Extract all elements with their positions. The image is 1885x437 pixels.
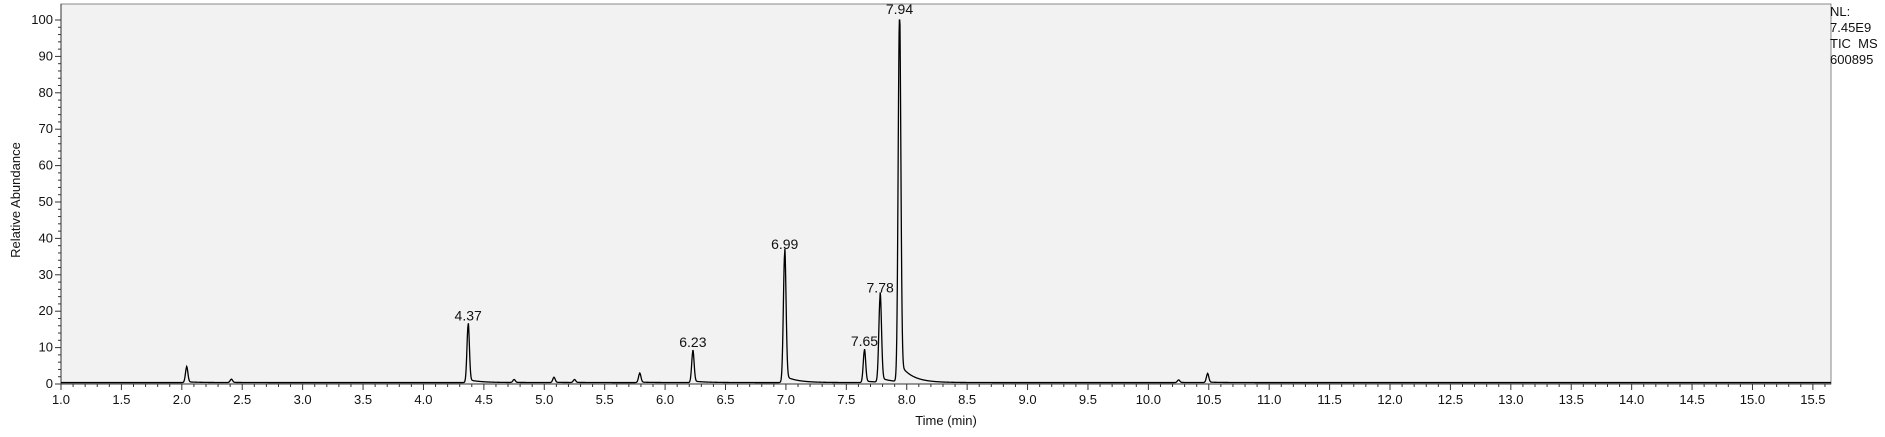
peak-label: 6.99 <box>771 236 798 252</box>
x-tick-label: 1.5 <box>112 392 130 407</box>
x-tick-label: 14.5 <box>1679 392 1704 407</box>
x-tick-label: 8.0 <box>898 392 916 407</box>
peak-label: 6.23 <box>679 334 706 350</box>
y-tick-label: 50 <box>39 194 53 209</box>
x-axis-title: Time (min) <box>915 413 977 428</box>
x-tick-label: 15.0 <box>1740 392 1765 407</box>
nl-label: NL: <box>1830 4 1851 19</box>
y-tick-label: 80 <box>39 85 53 100</box>
y-tick-label: 10 <box>39 340 53 355</box>
y-tick-label: 60 <box>39 158 53 173</box>
x-tick-label: 4.0 <box>414 392 432 407</box>
x-tick-label: 2.0 <box>173 392 191 407</box>
x-tick-label: 9.0 <box>1019 392 1037 407</box>
trace-type: TIC MS <box>1830 36 1878 51</box>
plot-area <box>60 3 1832 385</box>
x-tick-label: 11.5 <box>1317 392 1341 407</box>
nl-value: 7.45E9 <box>1830 20 1872 35</box>
y-tick-label: 100 <box>31 12 53 27</box>
tic-trace-line <box>61 19 1831 384</box>
x-tick-label: 5.0 <box>535 392 553 407</box>
peak-label: 7.78 <box>867 279 894 295</box>
x-tick-label: 2.5 <box>233 392 251 407</box>
y-tick-label: 40 <box>39 230 53 245</box>
y-tick-label: 0 <box>46 376 53 391</box>
x-tick-label: 8.5 <box>958 392 976 407</box>
x-tick-label: 6.5 <box>716 392 734 407</box>
y-tick-label: 20 <box>39 303 53 318</box>
x-tick-label: 11.0 <box>1257 392 1281 407</box>
x-tick-label: 7.5 <box>837 392 855 407</box>
x-tick-label: 13.5 <box>1559 392 1584 407</box>
y-axis-title: Relative Abundance <box>8 142 23 258</box>
peak-label: 4.37 <box>455 307 482 323</box>
x-tick-label: 1.0 <box>52 392 70 407</box>
x-tick-label: 9.5 <box>1079 392 1097 407</box>
x-tick-label: 7.0 <box>777 392 795 407</box>
x-tick-label: 10.0 <box>1136 392 1161 407</box>
x-tick-label: 3.0 <box>294 392 312 407</box>
x-tick-label: 12.5 <box>1438 392 1463 407</box>
peak-label-layer: 4.37 6.23 6.99 7.65 7.78 7.94 <box>455 1 914 350</box>
x-tick-label: 14.0 <box>1619 392 1644 407</box>
y-tick-label: 70 <box>39 121 53 136</box>
x-tick-label: 13.0 <box>1498 392 1523 407</box>
x-tick-label: 4.5 <box>475 392 493 407</box>
x-tick-label: 6.0 <box>656 392 674 407</box>
x-tick-label: 3.5 <box>354 392 372 407</box>
x-tick-label: 12.0 <box>1377 392 1402 407</box>
peak-label: 7.65 <box>851 333 878 349</box>
axes-layer: 1.0 1.5 2.0 2.5 3.0 3.5 4.0 4.5 5.0 5.5 6.0 6.5 7.0 7… <box>31 4 1831 407</box>
y-tick-label: 30 <box>39 267 53 282</box>
x-tick-label: 5.5 <box>596 392 614 407</box>
y-tick-label: 90 <box>39 48 53 63</box>
x-tick-label: 10.5 <box>1196 392 1221 407</box>
file-name: 600895 <box>1830 52 1874 67</box>
peak-label: 7.94 <box>886 1 913 17</box>
x-tick-label: 15.5 <box>1800 392 1825 407</box>
